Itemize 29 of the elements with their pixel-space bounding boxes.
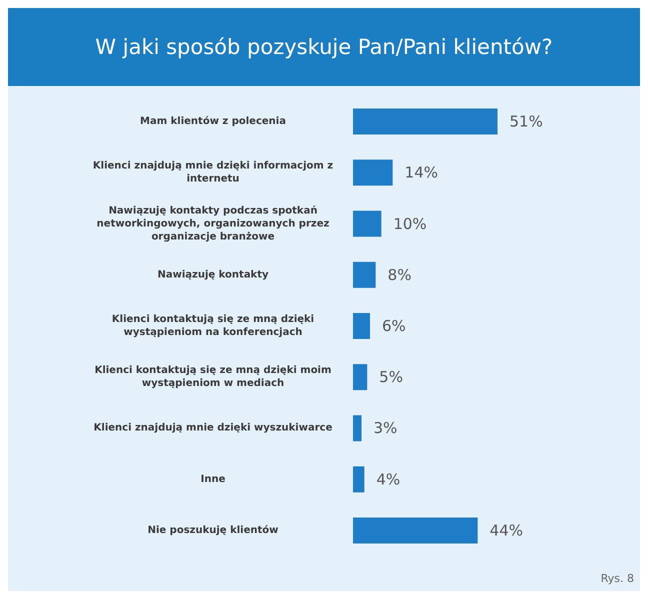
- text: Rys. 8: [600, 572, 634, 585]
- y-tick-label: Nawiązuję kontakty: [157, 269, 269, 280]
- data-label: 5%: [379, 368, 403, 386]
- y-tick-label: Klienci znajdują mnie dzięki wyszukiwarce: [94, 422, 333, 434]
- bar: [353, 415, 362, 442]
- y-tick-label: Nie poszukuję klientów: [148, 524, 278, 536]
- bar: [353, 160, 393, 186]
- y-tick-label: Nawiązuję kontakty podczas spotkań networkingowych, organizowanych przez organizacje branżowe: [96, 204, 330, 242]
- data-label: 14%: [404, 164, 438, 182]
- y-tick-label: Mam klientów z polecenia: [140, 116, 286, 128]
- chart-title: W jaki sposób pozyskuje Pan/Pani klientów?: [8, 8, 640, 86]
- bar: [353, 313, 370, 339]
- data-label: 3%: [374, 419, 398, 438]
- bar: [353, 466, 364, 492]
- data-label: 10%: [393, 214, 427, 233]
- bar: [353, 210, 382, 237]
- y-tick-label: Klienci kontaktują się ze mną dzięki wystąpieniom na konferencjach: [112, 314, 314, 338]
- data-label: 51%: [510, 112, 543, 131]
- bar: [353, 364, 368, 390]
- bar: [353, 262, 376, 288]
- data-label: 8%: [388, 266, 412, 284]
- y-tick-label: Klienci znajdują mnie dzięki informacjom z internetu: [92, 160, 334, 185]
- bar: [353, 108, 498, 135]
- data-label: 6%: [382, 317, 406, 335]
- data-label: 4%: [376, 470, 400, 488]
- y-tick-label: Klienci kontaktują się ze mną dzięki moim wystąpieniom w mediach: [94, 365, 332, 390]
- y-tick-label: Inne: [200, 474, 226, 485]
- data-label: 44%: [490, 521, 524, 540]
- bar: [353, 517, 478, 544]
